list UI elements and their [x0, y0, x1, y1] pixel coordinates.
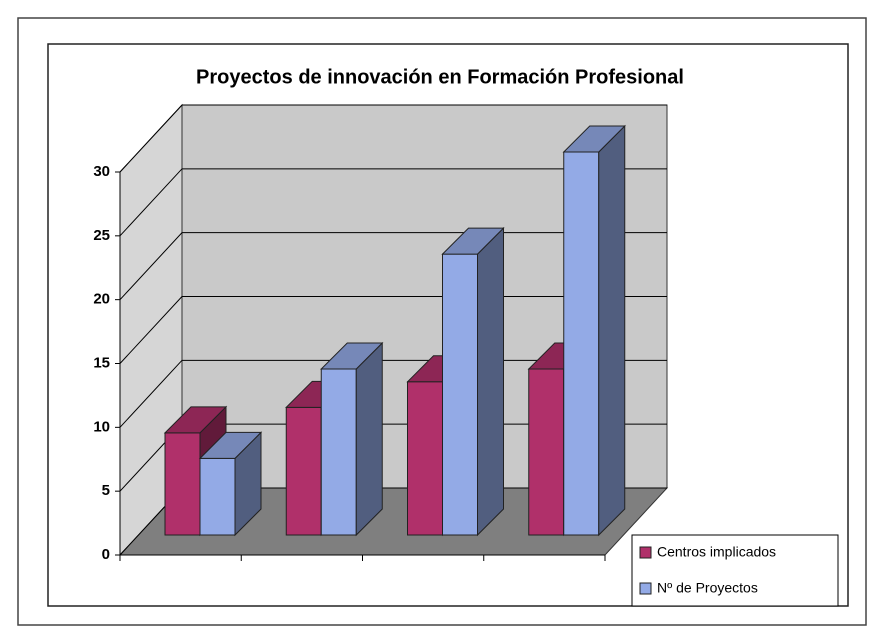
bar-front: [563, 151, 600, 536]
legend-label: Nº de Proyectos: [657, 580, 758, 596]
legend-swatch: [639, 546, 652, 559]
grid-line: [119, 104, 667, 173]
bar: [320, 341, 384, 537]
y-tick-label: 25: [93, 227, 110, 244]
grid-line: [119, 359, 667, 428]
bar: [562, 124, 626, 537]
bar-top: [441, 227, 505, 255]
bar-front: [407, 381, 443, 536]
chart-title: Proyectos de innovación en Formación Pro…: [196, 66, 684, 88]
grid-line: [119, 296, 667, 364]
bar-front: [528, 368, 565, 536]
bar-side: [598, 124, 626, 537]
bar-front: [442, 253, 478, 536]
bar-side: [477, 226, 504, 537]
y-tick-label: 15: [93, 354, 110, 371]
bar-top: [198, 431, 263, 459]
legend-box: [631, 534, 839, 607]
bar-top: [163, 406, 228, 434]
y-tick-label: 20: [93, 291, 110, 308]
bar-top: [562, 125, 626, 153]
bar-side: [355, 341, 383, 537]
bar-front: [199, 457, 236, 536]
bar: [198, 431, 263, 537]
bar: [441, 226, 505, 537]
bar-front: [164, 432, 201, 536]
bar-top: [320, 342, 384, 370]
bar-front: [320, 368, 357, 536]
y-tick-label: 0: [102, 546, 110, 563]
grid-line: [119, 168, 667, 237]
grid-line: [119, 232, 667, 301]
legend-label: Centros implicados: [657, 544, 776, 560]
legend-swatch: [639, 582, 652, 595]
y-tick-label: 30: [93, 163, 110, 180]
y-tick-label: 10: [93, 418, 110, 435]
bar-front: [285, 406, 322, 536]
y-tick-label: 5: [102, 482, 110, 499]
